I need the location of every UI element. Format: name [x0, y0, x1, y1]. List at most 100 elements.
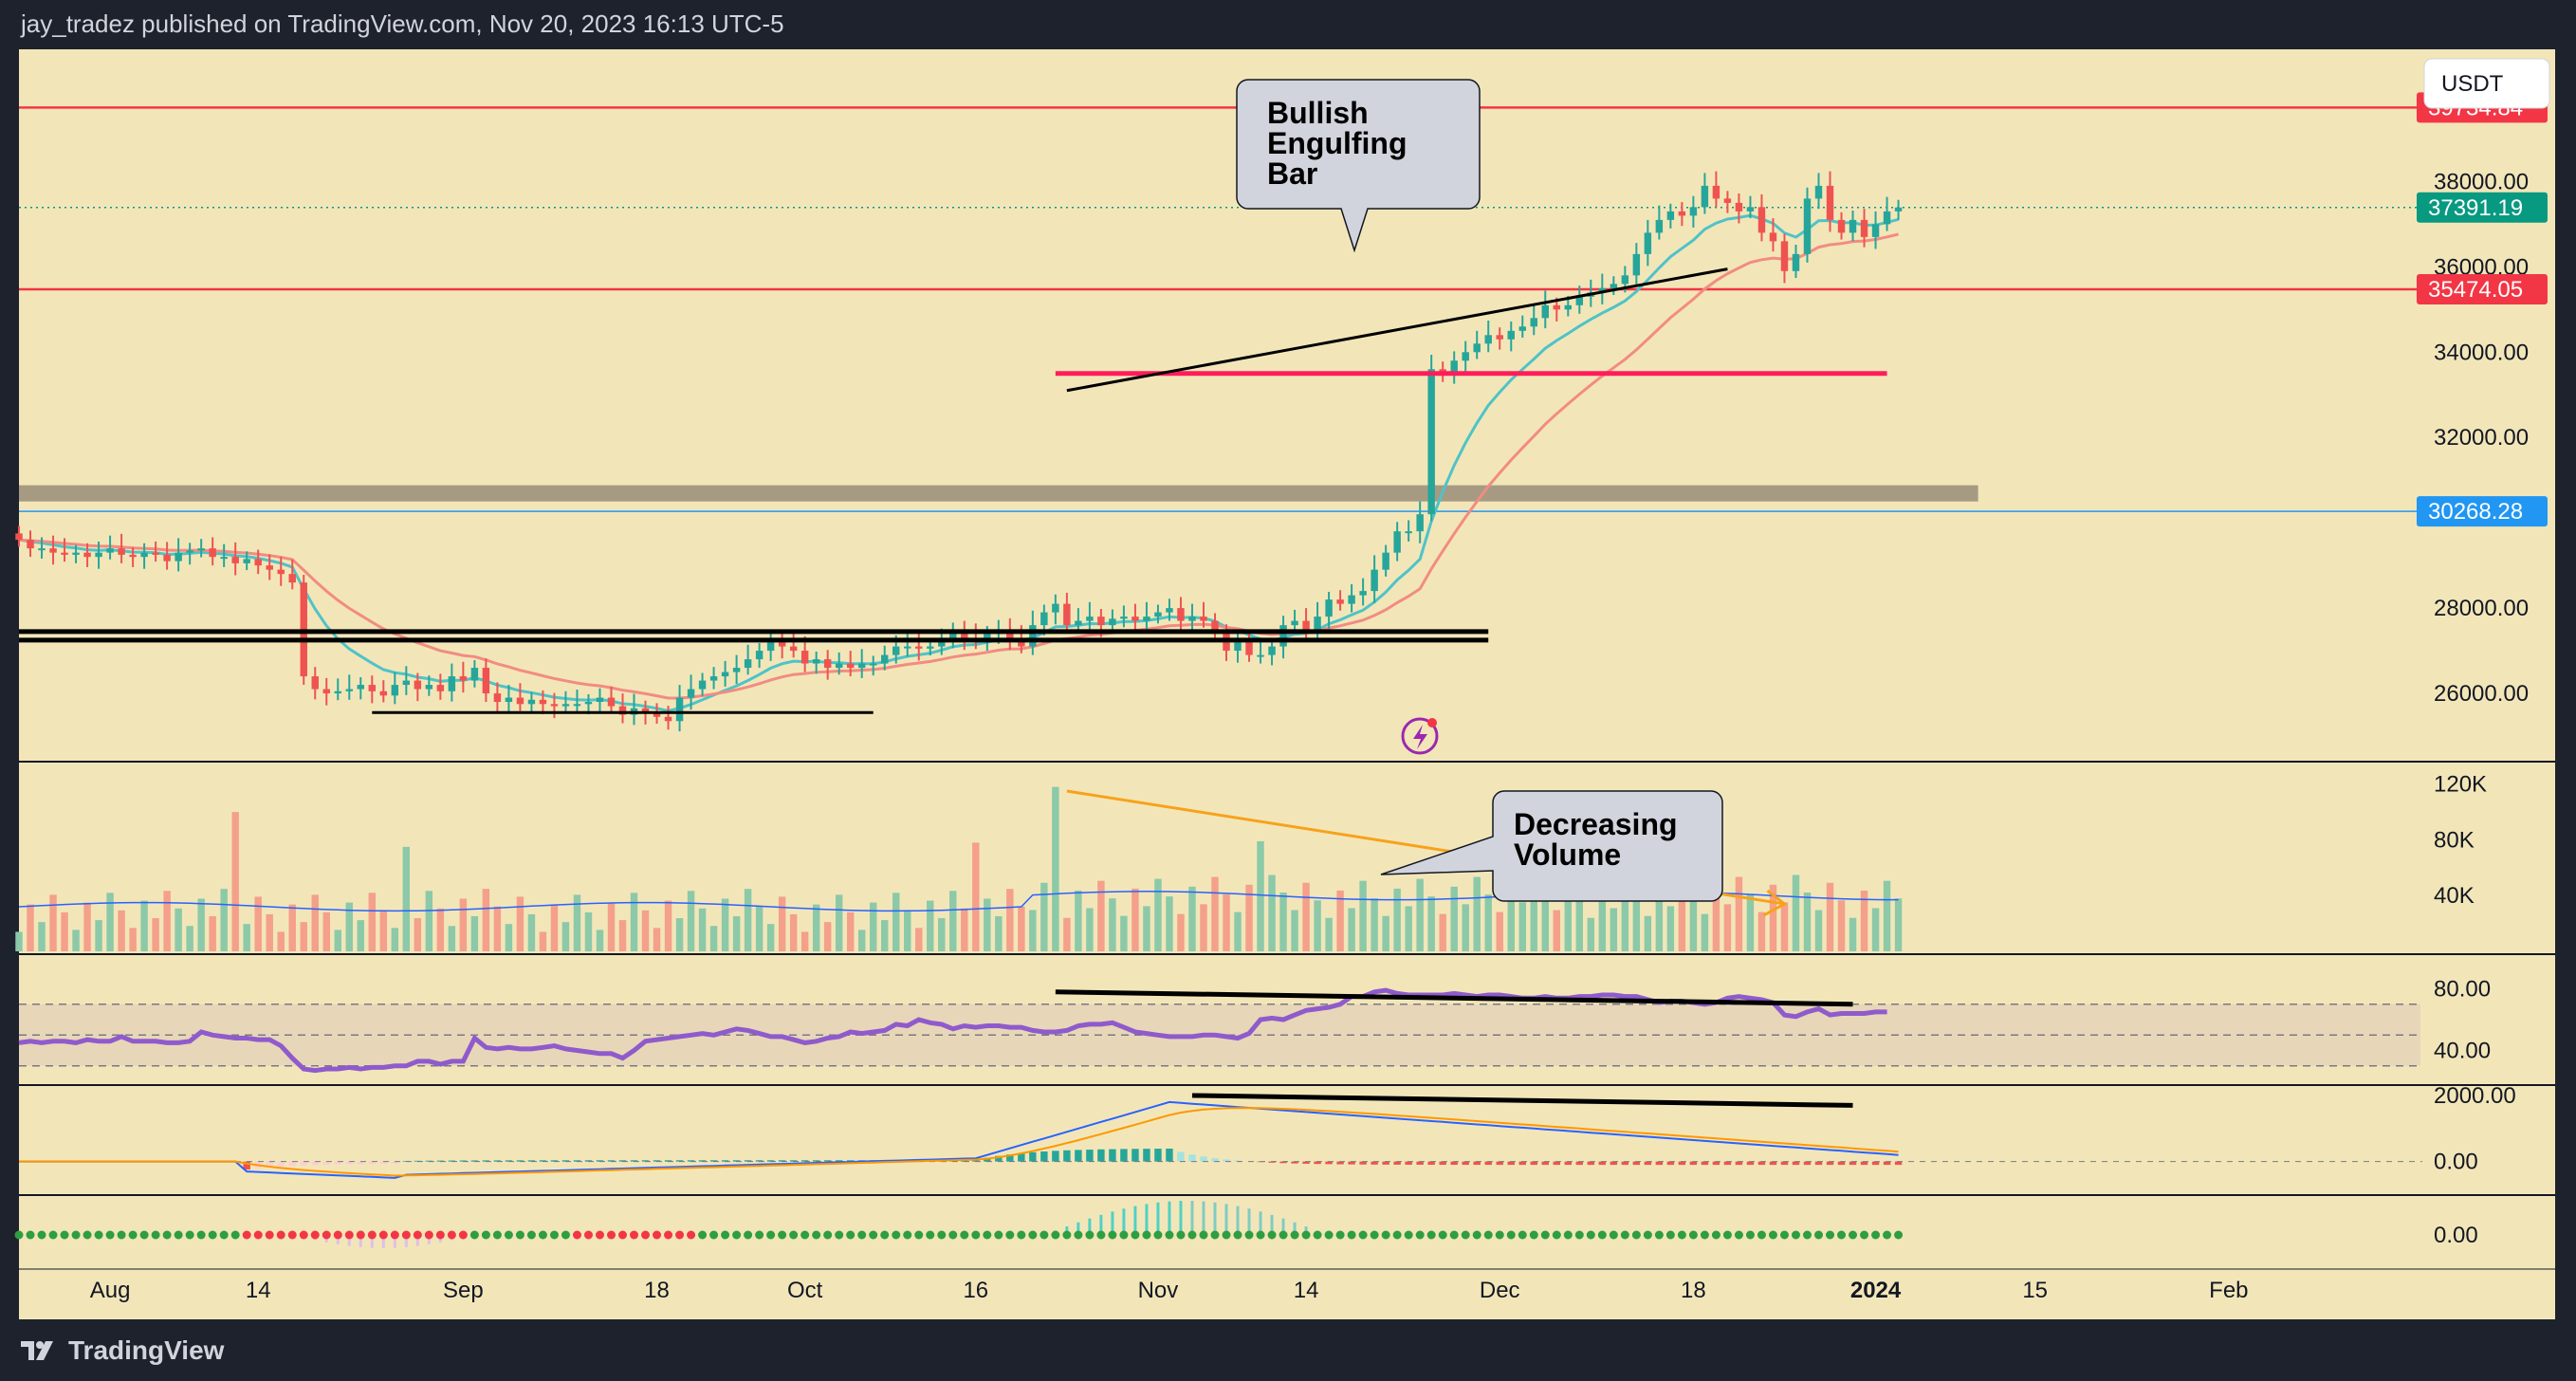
squeeze-dot [208, 1230, 217, 1240]
volume-bar [1109, 898, 1116, 951]
callout-decreasing-volume[interactable]: Decreasing Volume [1380, 790, 1723, 902]
currency-button[interactable]: USDT [2423, 58, 2550, 109]
macd-histogram-bar [1382, 1161, 1389, 1165]
volume-bar [664, 900, 672, 951]
candle-body [1405, 531, 1412, 534]
squeeze-dot [299, 1230, 308, 1240]
squeeze-dot [458, 1230, 468, 1240]
candle [209, 537, 216, 566]
squeeze-dot [14, 1230, 24, 1240]
macd-histogram-bar [1439, 1161, 1446, 1166]
squeeze-dot [1700, 1230, 1709, 1240]
volume-bar [1245, 884, 1253, 951]
squeeze-dot [322, 1230, 331, 1240]
volume-bar [800, 931, 809, 951]
macd-line [19, 1100, 1899, 1179]
volume-bar [1359, 880, 1367, 951]
candle [1291, 609, 1298, 633]
candle-body [482, 668, 490, 694]
volume-bar [1029, 910, 1037, 951]
candle [732, 654, 741, 685]
volume-bar [1849, 917, 1857, 951]
callout-line: Engulfing [1267, 126, 1408, 160]
macd-histogram-bar [653, 1160, 661, 1162]
macd-histogram-bar [448, 1160, 456, 1162]
macd-histogram-bar [1587, 1161, 1595, 1166]
macd-histogram-bar [1723, 1161, 1732, 1166]
volume-bar [869, 902, 877, 951]
publisher-header: jay_tradez published on TradingView.com,… [21, 9, 784, 38]
price-tag[interactable]: 30268.28 [2417, 496, 2548, 527]
squeeze-dot [1222, 1230, 1231, 1240]
candle [15, 525, 23, 547]
horizontal-levels [19, 106, 2422, 512]
supply-zone [19, 485, 1978, 502]
macd-histogram-bar [1541, 1161, 1549, 1166]
squeeze-dot [903, 1230, 912, 1240]
volume-bar [334, 930, 341, 951]
candle [266, 554, 273, 580]
squeeze-dot [869, 1230, 878, 1240]
candle [1416, 501, 1424, 543]
candle [573, 690, 581, 713]
volume-bar [1223, 894, 1230, 951]
volume-bar [1814, 910, 1823, 951]
callout-bullish-engulfing[interactable]: Bullish Engulfing Bar [1236, 79, 1481, 253]
squeeze-dot [1244, 1230, 1254, 1240]
macd-histogram-bar [470, 1160, 479, 1162]
macd-histogram-bar [1393, 1161, 1401, 1165]
volume-bar [220, 889, 228, 951]
candle [1245, 629, 1253, 662]
macd-histogram-bar [1154, 1149, 1162, 1162]
candle [1678, 201, 1686, 227]
time-tick-label: Aug [90, 1278, 131, 1303]
macd-histogram-bar [1735, 1161, 1743, 1166]
candle-body [1132, 617, 1139, 621]
squeeze-dot [789, 1230, 799, 1240]
candle-body [1325, 599, 1333, 617]
candle [755, 642, 764, 669]
volume-bar [1234, 911, 1242, 951]
alert-lightning-icon[interactable] [1401, 717, 1439, 755]
candle [1393, 522, 1401, 562]
macd-histogram-bar [1188, 1154, 1196, 1162]
squeeze-dot [1654, 1230, 1664, 1240]
macd-histogram-bar [755, 1160, 764, 1162]
candle-body [345, 689, 353, 691]
price-tag[interactable]: 35474.05 [2417, 273, 2548, 304]
macd-histogram-bar [1666, 1161, 1675, 1166]
squeeze-dot [1404, 1230, 1413, 1240]
squeeze-dot [1745, 1230, 1755, 1240]
macd-histogram-bar [1268, 1161, 1276, 1163]
volume-bar [766, 924, 775, 951]
price-tag[interactable]: 37391.19 [2417, 192, 2548, 223]
macd-histogram-bar [1655, 1161, 1664, 1166]
candle [83, 543, 91, 567]
macd-histogram-bar [1518, 1161, 1526, 1166]
macd-histogram-bar [1769, 1161, 1777, 1166]
candle [1666, 203, 1675, 229]
price-tick-label: 26000.00 [2434, 681, 2529, 707]
volume-bar [95, 920, 102, 951]
volume-bar [357, 920, 365, 951]
time-tick-label: 15 [2022, 1278, 2048, 1303]
volume-bar [1678, 878, 1686, 951]
candle-body [1518, 326, 1526, 331]
candle-body [368, 685, 377, 691]
squeeze-dot [1381, 1230, 1390, 1240]
macd-histogram-bar [288, 1161, 296, 1167]
macd-histogram-bar [664, 1160, 672, 1162]
candle [152, 541, 159, 562]
candle-body [721, 672, 729, 677]
candle [709, 667, 718, 690]
volume-bar [778, 896, 786, 951]
candle-body [1746, 207, 1755, 212]
candle [1769, 218, 1777, 252]
squeeze-dot [1472, 1230, 1481, 1240]
candle [197, 539, 205, 558]
volume-bar [1325, 917, 1333, 951]
squeeze-dot [926, 1230, 935, 1240]
squeeze-dot [1256, 1230, 1265, 1240]
volume-bar [1780, 902, 1789, 951]
